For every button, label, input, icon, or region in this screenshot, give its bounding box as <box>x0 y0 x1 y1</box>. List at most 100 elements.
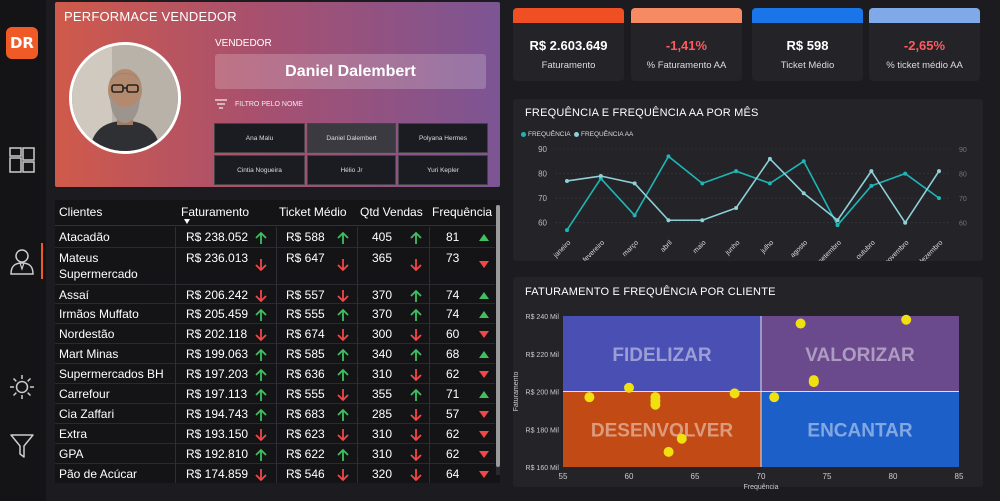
legend-item-frequencia-aa[interactable]: FREQUÊNCIA AA <box>574 131 633 138</box>
kpi-label: % ticket médio AA <box>886 60 963 71</box>
column-header-qtd-vendas[interactable]: Qtd Vendas <box>360 205 423 219</box>
scatter-point[interactable] <box>795 318 806 329</box>
data-point[interactable] <box>767 156 772 161</box>
column-header-faturamento[interactable]: Faturamento <box>181 205 250 219</box>
cell-ticket-medio: R$ 588 <box>286 230 325 244</box>
table-row[interactable]: Irmãos Muffato R$ 205.459 R$ 555 370 74 <box>55 304 495 324</box>
data-point[interactable] <box>700 218 705 223</box>
scatter-point[interactable] <box>624 382 634 393</box>
y2-tick-label: 90 <box>959 147 967 154</box>
sun-icon[interactable] <box>6 371 38 403</box>
column-header-clientes[interactable]: Clientes <box>59 205 103 219</box>
quadrant-label: VALORIZAR <box>805 345 915 366</box>
table-row[interactable]: Supermercados BH R$ 197.203 R$ 636 310 62 <box>55 364 495 384</box>
table-row[interactable]: Atacadão R$ 238.052 R$ 588 405 81 <box>55 227 495 248</box>
vendor-option-helio-jr[interactable]: Hélio Jr <box>307 155 396 185</box>
kpi-label: Faturamento <box>541 60 596 71</box>
filter-lines-icon <box>215 99 227 109</box>
scatter-point[interactable] <box>676 433 687 444</box>
quadrant-valorizar <box>761 316 959 392</box>
quadrant-label: DESENVOLVER <box>591 420 733 441</box>
vendor-option-polyana-hermes[interactable]: Polyana Hermes <box>398 123 488 153</box>
vendor-option-ana-malu[interactable]: Ana Malu <box>214 123 305 153</box>
table-scrollbar-thumb[interactable] <box>496 205 500 467</box>
data-point[interactable] <box>565 228 569 233</box>
trend-up-icon <box>479 292 489 299</box>
cell-cliente: Mateus <box>59 251 99 265</box>
vendor-option-daniel-dalembert[interactable]: Daniel Dalembert <box>307 123 396 153</box>
trend-down-icon <box>255 429 267 442</box>
table-header: Clientes Faturamento Ticket Médio Qtd Ve… <box>55 200 500 226</box>
filter-by-name-row[interactable]: FILTRO PELO NOME <box>215 99 303 109</box>
trend-down-icon <box>479 451 489 458</box>
cell-cliente: Extra <box>59 427 88 441</box>
data-point[interactable] <box>632 181 637 186</box>
data-point[interactable] <box>903 220 908 225</box>
cell-frequencia: 62 <box>446 447 460 461</box>
data-point[interactable] <box>666 218 671 223</box>
data-point[interactable] <box>801 191 806 196</box>
table-row[interactable]: Mateus Supermercado R$ 236.013 R$ 647 365 73 <box>55 248 495 285</box>
kpi-card-ticket-medio-aa: -2,65% % ticket médio AA <box>869 8 980 81</box>
trend-up-icon <box>337 308 349 321</box>
legend-item-frequencia[interactable]: FREQUÊNCIA <box>521 131 571 138</box>
column-header-ticket-medio[interactable]: Ticket Médio <box>279 205 347 219</box>
table-row[interactable]: Mart Minas R$ 199.063 R$ 585 340 68 <box>55 344 495 364</box>
trend-up-icon <box>337 368 349 381</box>
scatter-point[interactable] <box>729 388 740 399</box>
cell-faturamento: R$ 174.859 <box>186 467 249 481</box>
cell-qtd-vendas: 370 <box>372 288 393 302</box>
scatter-point[interactable] <box>584 392 595 403</box>
data-point[interactable] <box>565 178 569 183</box>
table-row[interactable]: Nordestão R$ 202.118 R$ 674 300 60 <box>55 324 495 344</box>
table-row[interactable]: Carrefour R$ 197.113 R$ 555 355 71 <box>55 384 495 404</box>
data-point[interactable] <box>835 223 840 228</box>
cell-frequencia: 74 <box>446 288 460 302</box>
table-row[interactable]: Pão de Acúcar R$ 174.859 R$ 546 320 64 <box>55 464 495 483</box>
scatter-point[interactable] <box>650 399 661 410</box>
x-tick-label: 85 <box>955 472 964 481</box>
data-point[interactable] <box>734 169 739 174</box>
trend-down-icon <box>337 329 349 342</box>
scatter-point[interactable] <box>769 392 780 403</box>
data-point[interactable] <box>937 169 941 174</box>
column-header-frequencia[interactable]: Frequência <box>432 205 493 219</box>
cell-faturamento: R$ 197.203 <box>186 367 249 381</box>
cell-frequencia: 60 <box>446 327 460 341</box>
filter-icon[interactable] <box>6 430 38 462</box>
cell-qtd-vendas: 365 <box>372 251 393 265</box>
data-point[interactable] <box>700 181 705 186</box>
data-point[interactable] <box>598 174 603 179</box>
data-point[interactable] <box>835 218 840 223</box>
data-point[interactable] <box>869 183 874 188</box>
table-row[interactable]: Assaí R$ 206.242 R$ 557 370 74 <box>55 285 495 304</box>
data-point[interactable] <box>937 196 941 201</box>
data-point[interactable] <box>767 181 772 186</box>
data-point[interactable] <box>734 205 739 210</box>
data-point[interactable] <box>869 169 874 174</box>
y-tick-label: R$ 220 Mil <box>526 352 560 359</box>
table-row[interactable]: Extra R$ 193.150 R$ 623 310 62 <box>55 424 495 444</box>
trend-down-icon <box>337 469 349 482</box>
cell-qtd-vendas: 310 <box>372 367 393 381</box>
data-point[interactable] <box>801 159 806 164</box>
vendor-option-cintia-nogueira[interactable]: Cintia Nogueira <box>214 155 305 185</box>
table-row[interactable]: GPA R$ 192.810 R$ 622 310 62 <box>55 444 495 464</box>
vendor-option-yuri-kepler[interactable]: Yuri Kepler <box>398 155 488 185</box>
trend-down-icon <box>337 290 349 303</box>
data-point[interactable] <box>632 213 637 218</box>
cell-faturamento: R$ 202.118 <box>186 327 248 341</box>
cell-ticket-medio: R$ 555 <box>286 387 325 401</box>
scatter-point[interactable] <box>663 446 674 457</box>
scatter-point[interactable] <box>808 377 819 388</box>
data-point[interactable] <box>903 171 908 176</box>
table-row[interactable]: Cia Zaffari R$ 194.743 R$ 683 285 57 <box>55 404 495 424</box>
cell-qtd-vendas: 310 <box>372 427 393 441</box>
data-point[interactable] <box>666 154 671 159</box>
cell-ticket-medio: R$ 647 <box>286 251 325 265</box>
dashboard-icon[interactable] <box>6 144 38 176</box>
scatter-point[interactable] <box>901 314 912 325</box>
vendor-label: VENDEDOR <box>215 38 272 49</box>
y-tick-label: 70 <box>538 194 547 203</box>
user-icon[interactable] <box>6 245 38 277</box>
